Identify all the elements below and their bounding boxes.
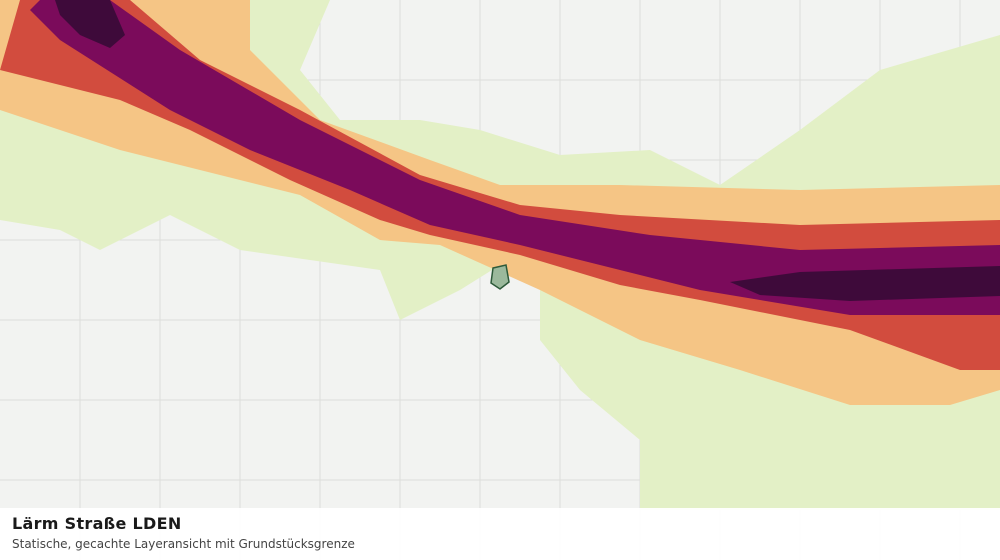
map-subtitle: Statische, gecachte Layeransicht mit Gru… xyxy=(12,537,355,551)
parcel-boundary[interactable] xyxy=(490,264,510,290)
noise-zone-extreme xyxy=(730,266,1000,301)
map-title: Lärm Straße LDEN xyxy=(12,514,182,533)
noise-zone-extreme xyxy=(55,0,125,48)
caption-panel: Lärm Straße LDEN Statische, gecachte Lay… xyxy=(0,508,1000,560)
